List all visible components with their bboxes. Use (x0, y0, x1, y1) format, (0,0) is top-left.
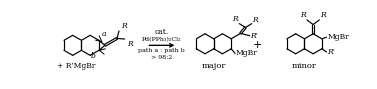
Text: R: R (320, 11, 326, 19)
Text: R’: R’ (327, 48, 335, 56)
Text: MgBr: MgBr (327, 33, 349, 41)
Text: R: R (253, 16, 258, 24)
Text: > 98:2: > 98:2 (151, 55, 173, 60)
Text: + R’MgBr: + R’MgBr (57, 62, 96, 70)
Text: cat.: cat. (155, 28, 169, 36)
Text: a: a (102, 30, 106, 38)
Text: b: b (90, 52, 95, 60)
Text: R: R (300, 11, 306, 19)
Text: R’: R’ (251, 32, 258, 40)
Text: MgBr: MgBr (236, 49, 257, 57)
Text: +: + (253, 40, 263, 50)
Text: R: R (121, 22, 127, 30)
Text: R: R (127, 40, 133, 48)
Text: major: major (202, 61, 226, 70)
Text: R: R (232, 15, 238, 23)
Text: minor: minor (292, 61, 317, 70)
Text: Pd(PPh₃)₂Cl₂: Pd(PPh₃)₂Cl₂ (142, 37, 182, 42)
Text: path a : path b: path a : path b (138, 48, 185, 53)
